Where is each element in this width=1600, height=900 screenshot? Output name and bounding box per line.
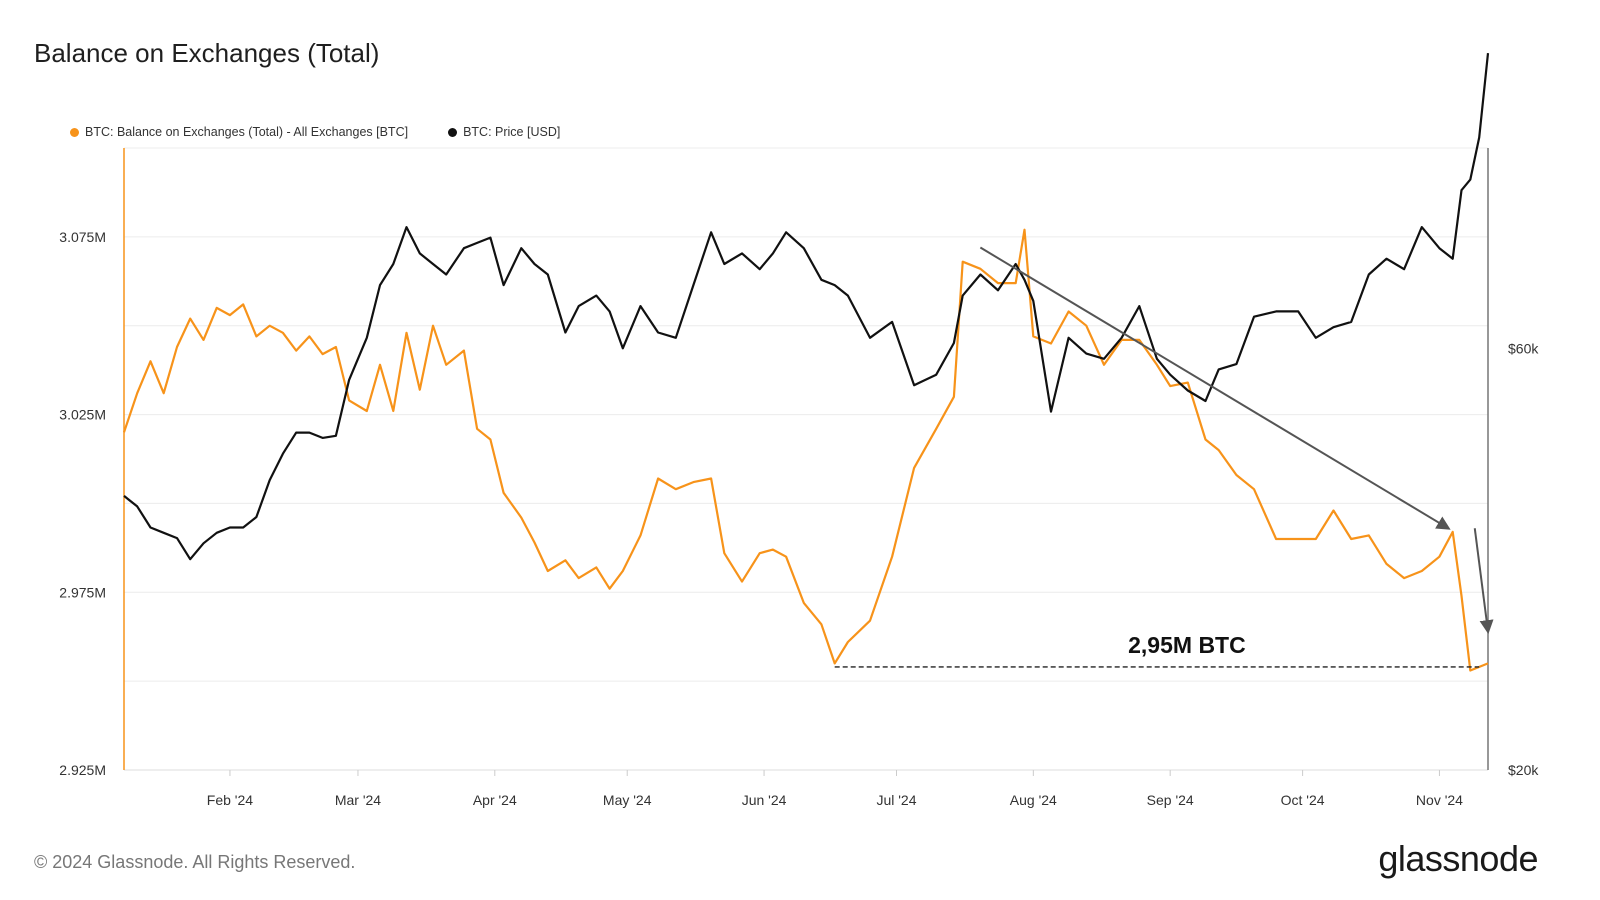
x-tick-label: Aug '24 [1010, 792, 1057, 808]
legend-item-balance[interactable]: BTC: Balance on Exchanges (Total) - All … [70, 125, 408, 139]
x-tick-label: Mar '24 [335, 792, 381, 808]
x-tick-label: May '24 [603, 792, 652, 808]
y-right-tick-label: $60k [1508, 340, 1539, 356]
brand-logo: glassnode [1378, 838, 1538, 879]
chart-title: Balance on Exchanges (Total) [34, 38, 380, 68]
price-line[interactable] [123, 52, 1490, 561]
legend: BTC: Balance on Exchanges (Total) - All … [70, 125, 560, 139]
legend-balance-marker [70, 127, 79, 137]
support-label: 2,95M BTC [1128, 632, 1246, 658]
y-left-tick-label: 2.975M [59, 584, 106, 600]
y-left-tick-label: 2.925M [59, 762, 106, 778]
x-tick-label: Apr '24 [473, 792, 517, 808]
y-left-tick-label: 3.025M [59, 407, 106, 423]
legend-balance-label: BTC: Balance on Exchanges (Total) - All … [85, 125, 409, 139]
trend-arrow [979, 246, 1451, 530]
x-tick-label: Oct '24 [1281, 792, 1325, 808]
y-right-tick-label: $20k [1508, 762, 1539, 778]
x-tick-label: Nov '24 [1416, 792, 1463, 808]
legend-price-marker [448, 127, 458, 137]
legend-price-label: BTC: Price [USD] [463, 125, 561, 139]
x-tick-label: Jul '24 [876, 792, 916, 808]
x-tick-label: Jun '24 [742, 792, 787, 808]
legend-item-price[interactable]: BTC: Price [USD] [448, 125, 560, 139]
balance-line[interactable] [122, 228, 1489, 672]
x-tick-label: Sep '24 [1147, 792, 1194, 808]
x-tick-label: Feb '24 [207, 792, 253, 808]
y-left-tick-label: 3.075M [59, 229, 106, 245]
copyright-text: © 2024 Glassnode. All Rights Reserved. [34, 852, 356, 872]
trend-arrow [1473, 528, 1494, 635]
